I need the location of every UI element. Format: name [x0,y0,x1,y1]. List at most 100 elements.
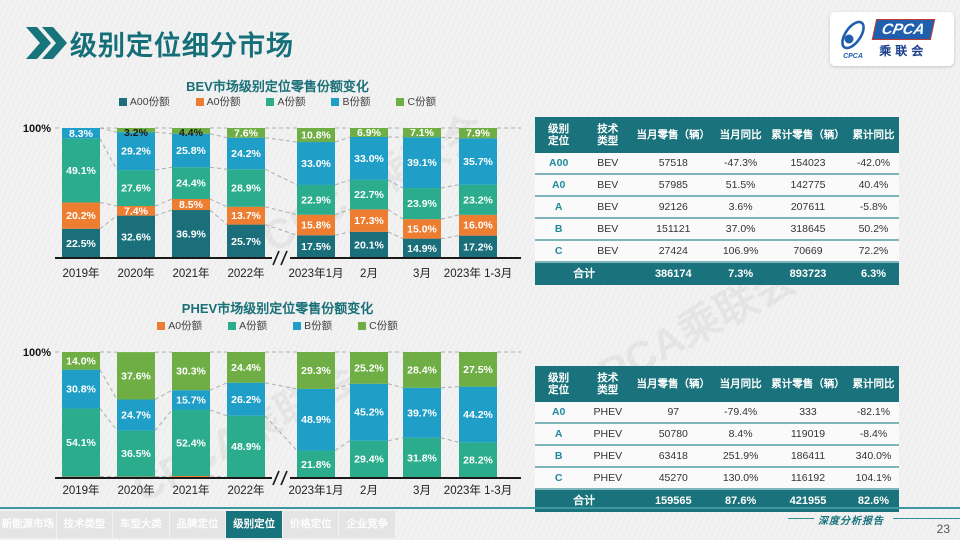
bar-segment [403,238,441,258]
table-cell: 154023 [790,156,826,169]
bar-segment [172,198,210,211]
bar-segment-label: 36.9% [176,229,206,241]
report-label-rule-left [788,518,814,519]
bar-segment [62,128,100,139]
bar-segment [117,132,155,171]
nav-tab-2[interactable]: 技术类型 [57,511,114,538]
bar-segment [350,352,388,384]
table-cell: A0 [551,405,566,418]
nav-tab-6[interactable]: 价格定位 [283,511,340,538]
nav-tab-4[interactable]: 品牌定位 [170,511,227,538]
bar-segment-label: 7.6% [234,127,259,139]
bar-segment [350,209,388,232]
table-cell: 6.3% [860,267,887,280]
table-header-cell: 技术类型 [597,122,619,147]
x-tick-label: 2023年1月 [289,266,344,280]
table-cell: 119019 [790,427,826,440]
bar-segment-label: 20.2% [66,210,96,222]
legend-label: A0份额 [206,96,241,108]
table-cell: BEV [597,156,619,169]
x-tick-label: 2023年1月 [289,483,344,497]
footer-separator [0,507,960,509]
bar-segment-label: 20.1% [354,239,384,251]
table-cell: 318645 [790,222,826,235]
bar-segment [403,219,441,239]
table-cell: 333 [799,405,817,418]
bar-segment-label: 29.2% [121,146,151,158]
bar-segment-label: 54.1% [66,437,96,449]
bar-segment-label: 33.0% [301,158,331,170]
bar-segment-label: 25.8% [176,145,206,157]
bar-segment-label: 30.8% [66,384,96,396]
legend-item: B份额 [293,318,332,333]
table-cell: 386174 [654,267,692,280]
bar-segment-label: 21.8% [301,459,331,471]
nav-tab-1[interactable]: 新能源市场 [0,511,57,538]
table-cell: 27424 [658,244,688,257]
bar-segment-label: 35.7% [463,156,493,168]
legend-swatch-icon [157,321,166,330]
x-tick-label: 2022年 [227,266,264,280]
bar-segment-label: 29.3% [301,365,331,377]
bar-segment [459,386,497,443]
table-header-cell: 当月零售（辆） [636,377,711,390]
logo-brand-cn: 乘联会 [879,44,928,58]
bar-segment [297,184,335,215]
bar-segment-label: 24.4% [176,178,206,190]
logo-brand-text: CPCA [871,19,935,40]
phev-table: 级别定位 技术类型 当月零售（辆） 当月同比 累计零售（辆） 累计同比 A0 PHEV 97 -7… [535,366,899,512]
table-cell: 57985 [658,178,688,191]
x-tick-label: 2月 [360,485,378,497]
phev-stacked-bar-chart: 1.1%54.1%30.8%14.0%1.1%36.5%24.7%37.6%1.… [23,347,521,497]
table-cell: C [554,471,563,484]
bar-segment [350,136,388,180]
bar-segment-label: 6.9% [357,127,382,139]
cpca-logo: CPCA CPCA 乘联会 [830,12,954,66]
legend-label: A00份额 [129,96,170,108]
nav-tab-3[interactable]: 车型大类 [113,511,170,538]
legend-item: A0份额 [195,94,241,109]
bar-segment [172,133,210,168]
x-tick-label: 2月 [360,268,378,280]
table-cell: 106.9% [722,244,759,257]
bar-segment [459,128,497,139]
x-tick-label: 2023年 1-3月 [444,483,512,497]
nav-tab-5[interactable]: 级别定位 [226,511,283,538]
table-cell: 7.3% [728,267,754,280]
legend-label: A份额 [277,96,306,108]
bar-segment [172,409,210,476]
bar-segment-label: 17.5% [301,241,331,253]
table-cell: 37.0% [725,222,756,235]
table-cell: 251.9% [722,449,759,462]
table-cell: A0 [551,178,566,191]
bar-segment [117,399,155,431]
nav-tab-7[interactable]: 企业竞争 [339,511,397,538]
legend-item: C份额 [358,318,398,333]
bar-segment-label: 30.3% [176,366,206,378]
bar-segment-label: 4.4% [179,127,204,139]
report-type-label: 深度分析报告 [818,516,884,527]
bar-segment [227,415,265,478]
legend-swatch-icon [293,321,302,330]
bar-segment [459,235,497,258]
bar-segment [403,188,441,220]
bar-segment-label: 17.2% [463,241,493,253]
x-tick-label: 3月 [413,485,431,497]
bar-segment-label: 48.9% [301,414,331,426]
bar-segment-label: 36.5% [121,448,151,460]
page-number: 23 [936,522,950,536]
bar-segment [227,169,265,207]
bev-chart-legend: A00份额 A0份额 A份额 B份额 C份额 [15,94,540,109]
table-total-label: 合计 [573,494,596,507]
double-chevron-icon [26,27,67,59]
legend-label: C份额 [369,320,398,332]
cpca-swoosh-icon: CPCA [841,20,865,60]
table-cell: 142775 [790,178,826,191]
table-cell: 97 [667,405,680,418]
table-row: B BEV 151121 37.0% 318645 50.2% [535,219,899,241]
bev-stacked-bar-chart: 22.5% 20.2% 49.1% 8.3% 32.6% 7.4% 27.6% 29.2% 3.… [23,123,521,280]
table-row: C PHEV 45270 130.0% 116192 104.1% [535,468,899,490]
bar-segment-label: 37.6% [121,370,151,382]
table-row: A0 BEV 57985 51.5% 142775 40.4% [535,175,899,197]
bar-segment [62,408,100,477]
